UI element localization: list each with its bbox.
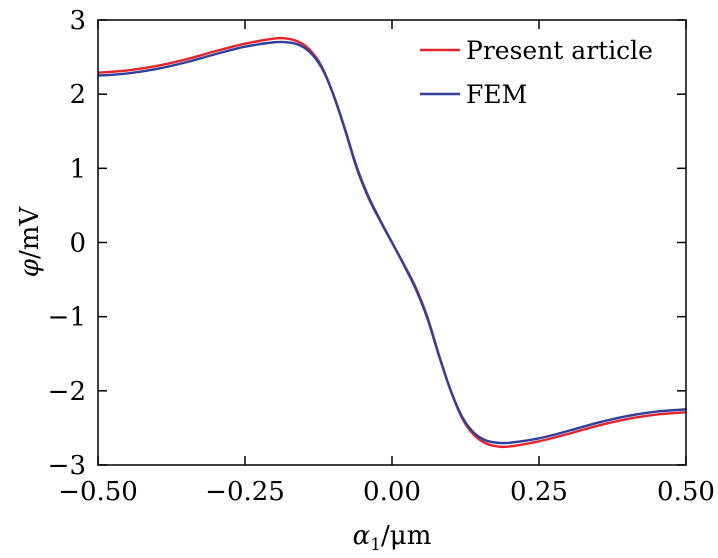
x-axis-label: α1/μm — [353, 521, 432, 555]
legend: Present article FEM — [420, 36, 653, 109]
y-tick-label: 2 — [69, 80, 86, 110]
x-axis-unit: /μm — [381, 521, 431, 551]
y-axis-label: φ/mV — [15, 206, 45, 278]
y-tick-label: −3 — [48, 451, 86, 481]
x-tick-label: −0.25 — [205, 477, 285, 507]
legend-label: Present article — [466, 36, 653, 65]
legend-label: FEM — [466, 80, 527, 109]
series-line-fem — [97, 40, 687, 445]
y-axis-unit: /mV — [15, 206, 45, 259]
y-tick-label: 0 — [69, 229, 86, 259]
y-tick-label: −2 — [48, 377, 86, 407]
y-tick-label: −1 — [48, 303, 86, 333]
y-tick-label: 1 — [69, 154, 86, 184]
y-axis-symbol: φ — [15, 258, 45, 277]
series-layer — [97, 36, 687, 449]
x-tick-label: 0.25 — [510, 477, 568, 507]
ticks-layer: −0.50 −0.25 0.00 0.25 0.50 −3 −2 −1 0 1 2 3 — [48, 6, 715, 507]
x-tick-label: 0.00 — [363, 477, 421, 507]
x-axis-symbol: α — [353, 521, 371, 551]
x-tick-label: 0.50 — [657, 477, 715, 507]
x-tick-label: −0.50 — [58, 477, 138, 507]
x-axis-subscript: 1 — [370, 535, 381, 555]
y-tick-label: 3 — [69, 6, 86, 36]
